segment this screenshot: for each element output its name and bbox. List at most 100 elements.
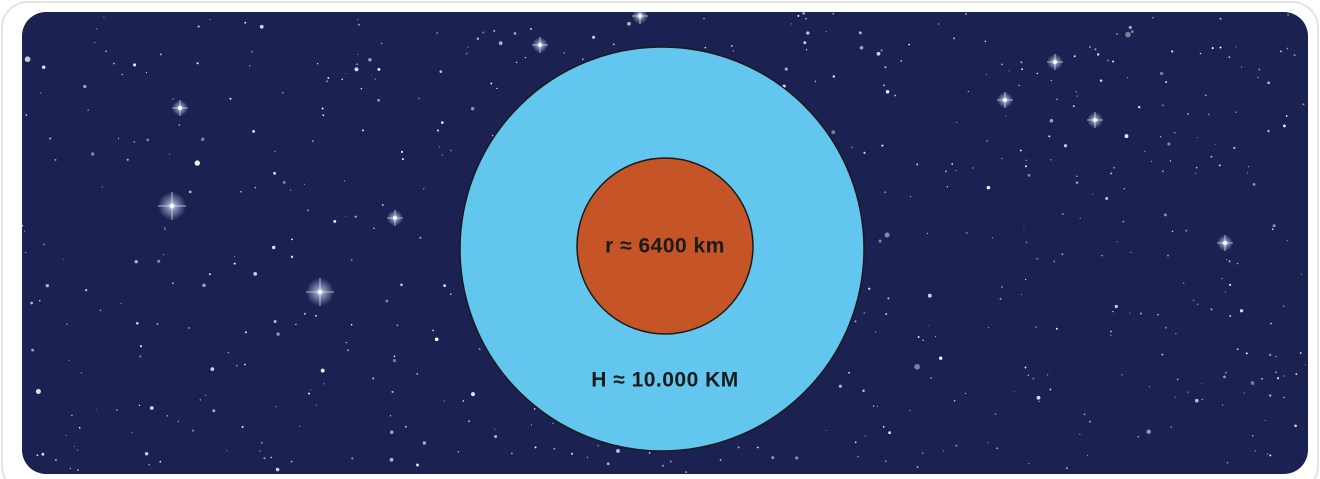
star <box>943 450 944 451</box>
star <box>55 459 57 461</box>
star <box>1039 401 1040 402</box>
star <box>825 430 826 431</box>
star <box>295 324 296 325</box>
star <box>351 259 353 261</box>
star <box>1130 252 1131 253</box>
star <box>1005 116 1006 117</box>
star <box>312 140 314 142</box>
star <box>848 372 850 374</box>
star <box>1094 48 1096 50</box>
star <box>1165 327 1167 329</box>
star <box>382 204 384 206</box>
star <box>587 457 588 458</box>
star <box>347 349 349 351</box>
star <box>68 360 69 361</box>
star <box>945 171 947 173</box>
page: r ≈ 6400 km H ≈ 10.000 KM (() => { const… <box>0 0 1320 479</box>
star <box>956 445 958 447</box>
star <box>209 19 210 20</box>
star <box>1160 72 1163 75</box>
star <box>24 231 25 232</box>
star <box>318 290 322 294</box>
star <box>939 357 942 360</box>
star <box>514 32 517 35</box>
star <box>479 348 481 350</box>
star <box>938 23 940 25</box>
star <box>252 130 255 133</box>
star <box>1237 263 1239 265</box>
star <box>150 406 154 410</box>
star <box>1175 397 1176 398</box>
star <box>511 453 513 455</box>
star <box>260 25 264 29</box>
star <box>157 260 160 263</box>
star <box>91 152 95 156</box>
star <box>396 324 398 326</box>
star <box>188 327 189 328</box>
star <box>1121 374 1122 375</box>
star <box>1273 224 1276 227</box>
star <box>1277 377 1279 379</box>
star <box>1253 183 1256 186</box>
star <box>146 139 149 142</box>
star <box>148 464 150 466</box>
star <box>1229 284 1231 286</box>
star <box>37 454 39 456</box>
star <box>886 90 890 94</box>
star <box>1115 305 1118 308</box>
star <box>1197 304 1199 306</box>
star <box>244 22 246 24</box>
star <box>965 393 966 394</box>
star <box>1229 315 1231 317</box>
star <box>344 180 345 181</box>
star <box>1066 467 1068 469</box>
star <box>885 233 890 238</box>
star <box>317 63 318 64</box>
star <box>102 186 103 187</box>
star <box>530 28 532 30</box>
star <box>806 49 807 50</box>
star <box>1001 64 1003 66</box>
star <box>244 364 246 366</box>
star <box>170 204 174 208</box>
star <box>531 424 532 425</box>
star <box>1026 160 1027 161</box>
star <box>1267 82 1270 85</box>
star <box>1167 142 1170 145</box>
star <box>140 345 142 347</box>
star <box>54 159 56 161</box>
star <box>1226 259 1227 260</box>
star <box>1283 124 1286 127</box>
star <box>607 462 610 465</box>
star <box>1170 160 1171 161</box>
star <box>133 141 135 143</box>
star <box>1079 434 1080 435</box>
star <box>437 130 439 132</box>
star <box>276 468 280 472</box>
star <box>322 107 324 109</box>
star <box>1025 279 1026 280</box>
star <box>255 187 256 188</box>
star <box>1023 226 1024 227</box>
star <box>863 152 865 154</box>
star <box>42 65 45 68</box>
star <box>323 383 325 385</box>
star <box>1286 115 1288 117</box>
star <box>1294 424 1297 427</box>
star <box>374 78 376 80</box>
star <box>83 85 86 88</box>
star <box>189 191 192 194</box>
star <box>74 446 75 447</box>
star <box>135 260 138 263</box>
star <box>133 63 136 66</box>
star <box>77 469 79 471</box>
star <box>1093 118 1097 122</box>
star <box>685 471 687 473</box>
star <box>1286 48 1288 50</box>
star <box>857 456 858 457</box>
star <box>1175 333 1176 334</box>
star <box>885 460 887 462</box>
star <box>900 60 902 62</box>
star <box>1160 136 1161 137</box>
star <box>935 336 936 337</box>
